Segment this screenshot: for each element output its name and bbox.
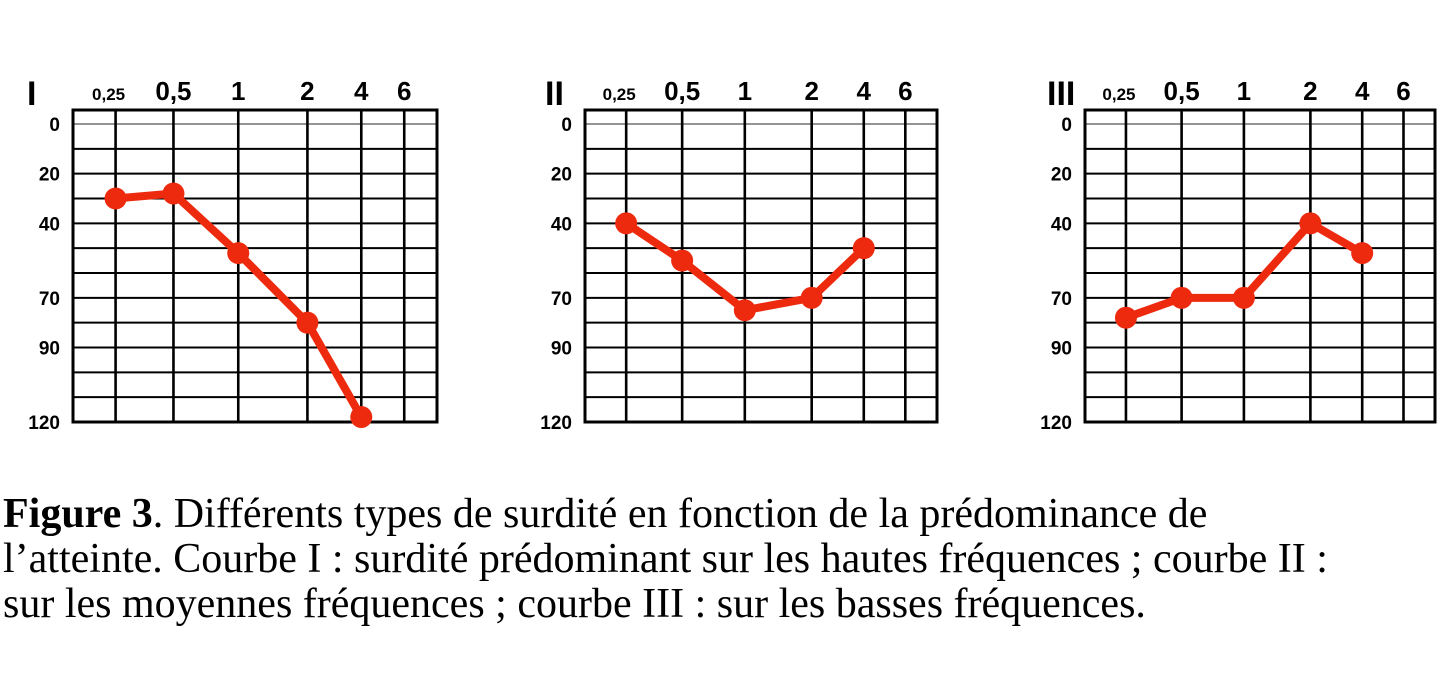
data-point bbox=[350, 406, 373, 429]
x-tick-label: 2 bbox=[804, 76, 818, 106]
y-tick-label: 20 bbox=[551, 165, 572, 186]
y-tick-label: 120 bbox=[28, 413, 60, 434]
data-point bbox=[1299, 212, 1322, 235]
y-tick-label: 40 bbox=[39, 214, 60, 235]
data-point bbox=[104, 187, 127, 210]
data-point bbox=[800, 286, 823, 309]
x-tick-label: 4 bbox=[857, 76, 872, 106]
y-tick-label: 40 bbox=[1051, 214, 1072, 235]
x-tick-label: 6 bbox=[1396, 76, 1410, 106]
y-tick-label: 0 bbox=[49, 115, 60, 136]
y-tick-label: 0 bbox=[1061, 115, 1072, 136]
chart-numeral: I bbox=[27, 75, 36, 113]
y-tick-label: 120 bbox=[540, 413, 572, 434]
x-tick-label: 2 bbox=[300, 76, 314, 106]
grid-border bbox=[1083, 108, 1437, 424]
y-tick-label: 90 bbox=[551, 339, 572, 360]
y-tick-label: 120 bbox=[1040, 413, 1072, 434]
y-tick-label: 0 bbox=[561, 115, 572, 136]
data-point bbox=[1232, 286, 1255, 309]
x-tick-label: 6 bbox=[898, 76, 912, 106]
y-tick-label: 20 bbox=[39, 165, 60, 186]
y-tick-label: 20 bbox=[1051, 165, 1072, 186]
x-tick-label: 0,25 bbox=[92, 85, 125, 104]
grid-border bbox=[71, 108, 439, 424]
x-tick-label: 0,5 bbox=[664, 76, 700, 106]
caption-line-1-text: . Différents types de surdité en fonctio… bbox=[152, 491, 1208, 537]
y-tick-label: 70 bbox=[1051, 289, 1072, 310]
caption-line-2: l’atteinte. Courbe I : surdité prédomina… bbox=[3, 536, 1328, 582]
data-point bbox=[1170, 286, 1193, 309]
x-tick-label: 0,5 bbox=[1164, 76, 1200, 106]
grid-border bbox=[583, 108, 939, 424]
x-tick-label: 1 bbox=[231, 76, 245, 106]
figure-label: Figure 3 bbox=[3, 491, 153, 537]
data-point bbox=[227, 242, 250, 265]
x-tick-label: 2 bbox=[1303, 76, 1317, 106]
data-point bbox=[162, 182, 185, 205]
y-tick-label: 90 bbox=[1051, 339, 1072, 360]
data-point bbox=[671, 249, 694, 272]
chart-numeral: III bbox=[1047, 75, 1075, 113]
y-tick-label: 70 bbox=[39, 289, 60, 310]
x-tick-label: 0,25 bbox=[1102, 85, 1135, 104]
x-tick-label: 0,5 bbox=[155, 76, 191, 106]
chart-numeral: II bbox=[545, 75, 564, 113]
x-tick-label: 6 bbox=[397, 76, 411, 106]
y-tick-label: 40 bbox=[551, 214, 572, 235]
x-tick-label: 0,25 bbox=[603, 85, 636, 104]
y-tick-label: 90 bbox=[39, 339, 60, 360]
data-point bbox=[296, 311, 319, 334]
data-point bbox=[733, 299, 756, 322]
data-point bbox=[852, 237, 875, 260]
x-tick-label: 4 bbox=[354, 76, 369, 106]
y-tick-label: 70 bbox=[551, 289, 572, 310]
caption-line-1: Figure 3. Différents types de surdité en… bbox=[3, 492, 1441, 537]
x-tick-label: 4 bbox=[1355, 76, 1370, 106]
data-point bbox=[1351, 242, 1374, 265]
audiogram-chart-1: I 0,25 0,5 1 2 4 6 0 20 40 70 90 120 bbox=[27, 75, 439, 434]
audiogram-chart-2: II 0,25 0,5 1 2 4 6 0 20 40 70 90 120 bbox=[540, 75, 939, 434]
audiogram-chart-3: III 0,25 0,5 1 2 4 6 0 20 40 70 90 120 bbox=[1040, 75, 1437, 434]
x-tick-label: 1 bbox=[1237, 76, 1251, 106]
data-point bbox=[615, 212, 638, 235]
data-point bbox=[1114, 306, 1137, 329]
figure-caption: Figure 3. Différents types de surdité en… bbox=[3, 492, 1441, 627]
caption-line-3: sur les moyennes fréquences ; courbe III… bbox=[3, 581, 1146, 627]
x-tick-label: 1 bbox=[738, 76, 752, 106]
